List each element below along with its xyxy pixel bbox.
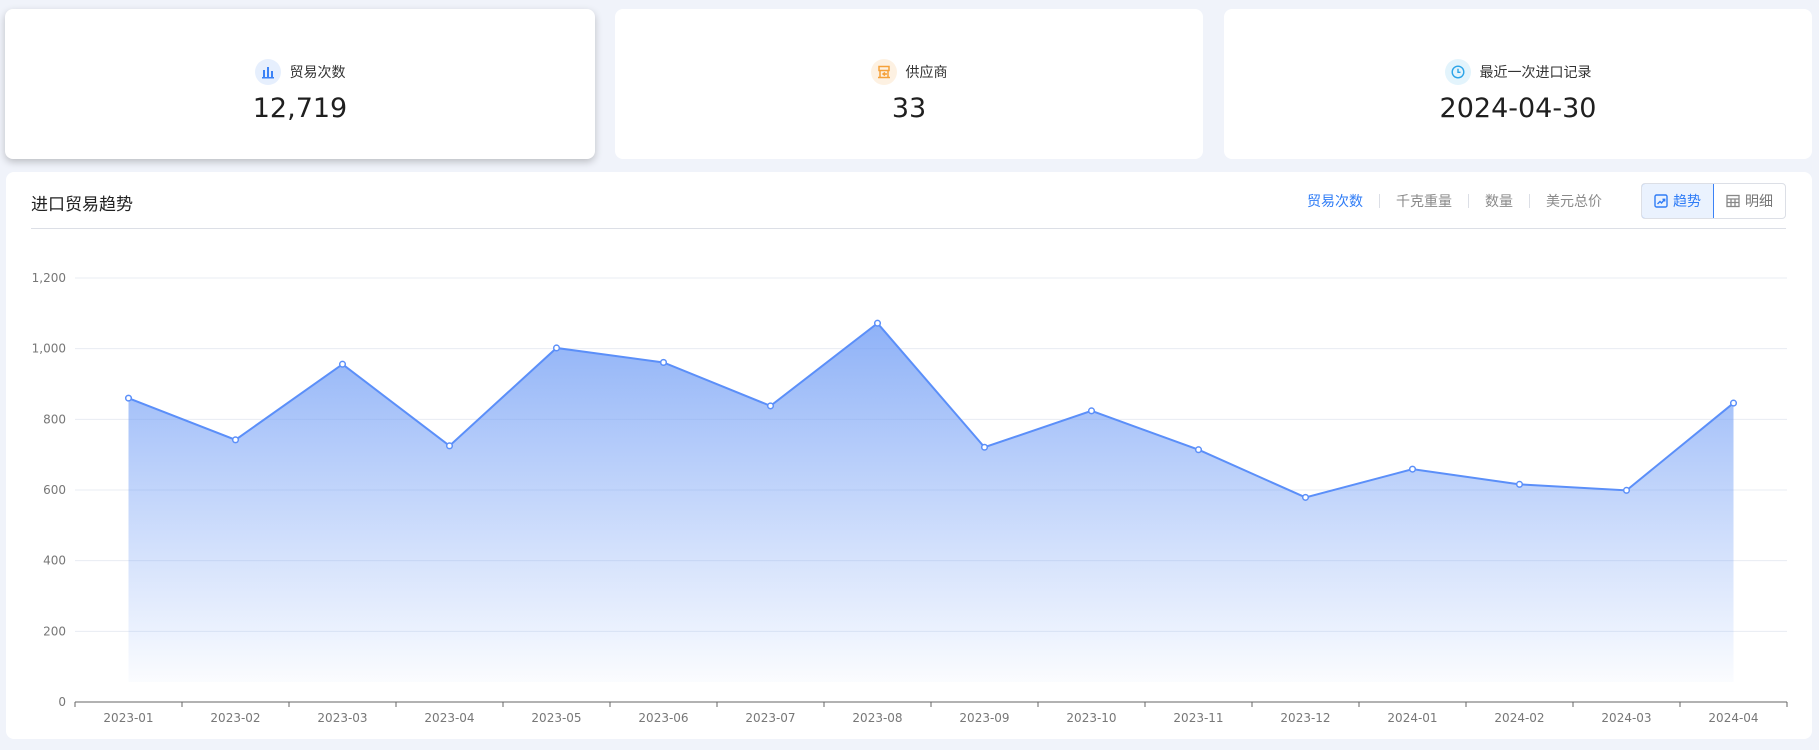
y-tick-label: 0	[58, 695, 66, 709]
area-fill	[128, 323, 1734, 682]
trend-view-label: 趋势	[1673, 194, 1701, 210]
x-tick-label: 2023-01	[103, 711, 153, 725]
tab-usd-total[interactable]: 美元总价	[1546, 194, 1602, 210]
data-point	[873, 319, 882, 327]
data-point	[1301, 493, 1310, 501]
x-tick-label: 2023-12	[1280, 711, 1330, 725]
y-tick-label: 800	[43, 412, 66, 426]
data-point	[659, 358, 668, 366]
series-line	[128, 321, 1735, 499]
stat-label: 最近一次进口记录	[1479, 65, 1592, 81]
view-toggle: 趋势 明细	[1641, 183, 1786, 219]
detail-view-button[interactable]: 明细	[1714, 184, 1785, 218]
x-tick-label: 2023-10	[1066, 711, 1116, 725]
x-tick-label: 2024-02	[1494, 711, 1544, 725]
x-tick-label: 2023-04	[424, 711, 474, 725]
y-tick-label: 600	[43, 483, 66, 497]
x-tick-label: 2023-05	[531, 711, 581, 725]
x-tick-label: 2024-01	[1387, 711, 1437, 725]
y-tick-label: 200	[43, 624, 66, 638]
data-point	[1622, 486, 1631, 494]
x-tick-label: 2023-03	[317, 711, 367, 725]
tab-separator	[1379, 194, 1380, 208]
data-point	[445, 442, 454, 450]
x-tick-label: 2023-02	[210, 711, 260, 725]
x-tick-label: 2023-09	[959, 711, 1009, 725]
supplier-store-icon	[870, 59, 897, 85]
tab-separator	[1468, 194, 1469, 208]
y-tick-label: 400	[43, 554, 66, 568]
panel-title: 进口贸易趋势	[31, 195, 133, 215]
x-tick-label: 2023-08	[852, 711, 902, 725]
y-tick-label: 1,200	[32, 271, 66, 285]
data-point	[1408, 465, 1417, 473]
data-point	[766, 402, 775, 410]
data-point	[231, 436, 240, 444]
x-tick-label: 2023-06	[638, 711, 688, 725]
trend-chart-icon	[1654, 194, 1668, 208]
stat-card-trade-count[interactable]: 贸易次数 12,719	[5, 9, 595, 159]
x-tick-label: 2024-04	[1708, 711, 1758, 725]
header-divider	[31, 228, 1786, 229]
data-point	[338, 360, 347, 368]
tab-trade-count[interactable]: 贸易次数	[1307, 194, 1363, 210]
tab-quantity[interactable]: 数量	[1485, 194, 1513, 210]
stat-value: 12,719	[252, 93, 348, 124]
table-icon	[1726, 194, 1740, 208]
bar-chart-icon	[254, 59, 281, 85]
clock-icon	[1444, 59, 1471, 85]
data-point	[1194, 446, 1203, 454]
data-point	[124, 394, 133, 402]
stat-label: 贸易次数	[289, 65, 346, 81]
stat-value: 2024-04-30	[1439, 93, 1597, 124]
data-point	[1729, 399, 1738, 407]
y-tick-label: 1,000	[32, 342, 66, 356]
data-point	[980, 443, 989, 451]
x-tick-label: 2023-11	[1173, 711, 1223, 725]
stat-card-last-import[interactable]: 最近一次进口记录 2024-04-30	[1224, 9, 1812, 159]
data-point	[552, 344, 561, 352]
trend-view-button[interactable]: 趋势	[1642, 184, 1714, 218]
x-tick-label: 2024-03	[1601, 711, 1651, 725]
data-point	[1087, 407, 1096, 415]
stat-label: 供应商	[905, 65, 948, 81]
tab-separator	[1529, 194, 1530, 208]
tab-weight-kg[interactable]: 千克重量	[1396, 194, 1452, 210]
detail-view-label: 明细	[1745, 194, 1773, 210]
stat-value: 33	[891, 93, 927, 124]
metric-tabs: 贸易次数 千克重量 数量 美元总价	[1307, 191, 1602, 211]
data-point	[1515, 480, 1524, 488]
stat-card-suppliers[interactable]: 供应商 33	[615, 9, 1203, 159]
x-tick-label: 2023-07	[745, 711, 795, 725]
